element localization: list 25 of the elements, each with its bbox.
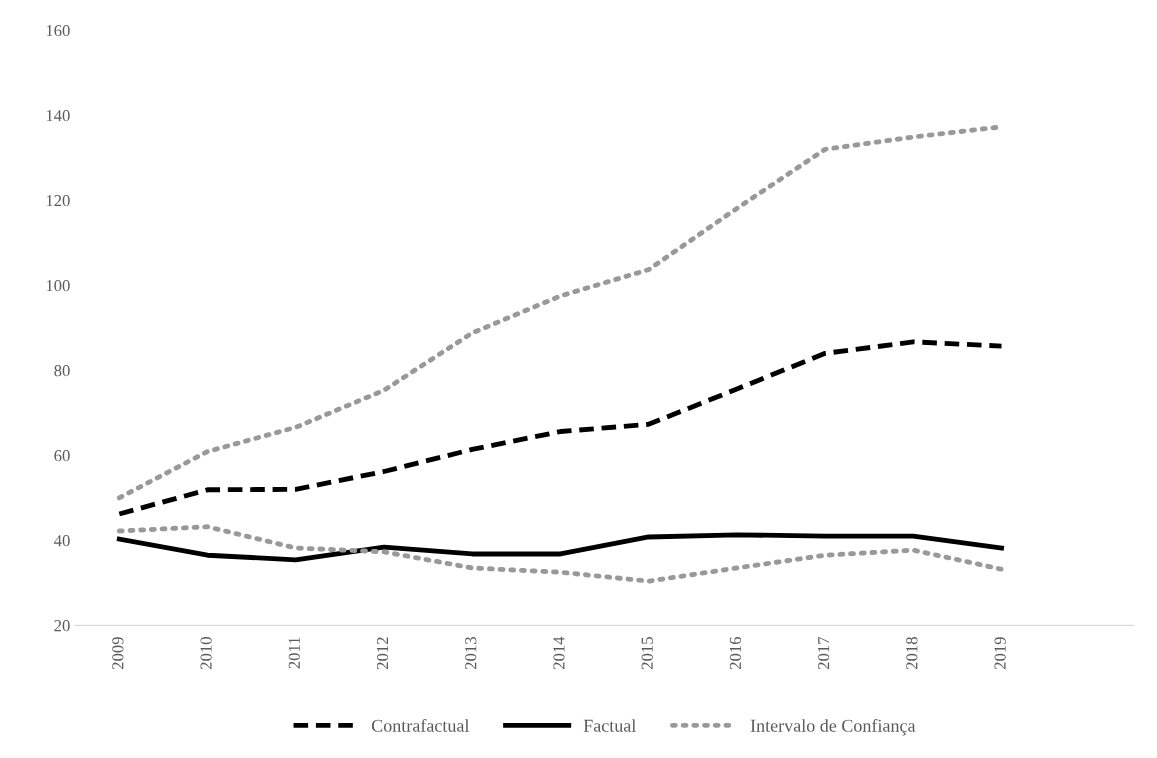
legend-label: Factual: [583, 719, 636, 732]
y-tick-label: 40: [54, 535, 70, 547]
y-tick-label: 80: [54, 365, 70, 377]
y-tick-label: 160: [46, 25, 70, 37]
x-tick-label: 2019: [994, 637, 1006, 670]
x-tick-label: 2018: [906, 637, 918, 670]
x-tick-label: 2011: [288, 637, 300, 669]
x-tick-label: 2009: [112, 637, 124, 670]
y-tick-label: 60: [54, 450, 70, 462]
x-tick-label: 2010: [200, 637, 212, 670]
line-series: [116, 524, 1004, 584]
x-tick-label: 2012: [376, 637, 389, 670]
line-series: [116, 339, 1004, 517]
x-tick-label: 2013: [465, 637, 477, 670]
x-tick-label: 2016: [729, 636, 742, 670]
y-tick-label: 140: [46, 110, 70, 122]
x-tick-label: 2014: [553, 636, 565, 670]
legend-label: Contrafactual: [371, 718, 470, 732]
y-tick-label: 100: [46, 280, 70, 292]
y-tick-label: 120: [46, 195, 70, 207]
x-tick-label: 2017: [818, 636, 830, 670]
y-tick-label: 20: [54, 620, 70, 632]
legend-label: Intervalo de Confiança: [750, 718, 916, 736]
x-tick-label: 2015: [641, 637, 653, 670]
line-series: [116, 532, 1004, 563]
